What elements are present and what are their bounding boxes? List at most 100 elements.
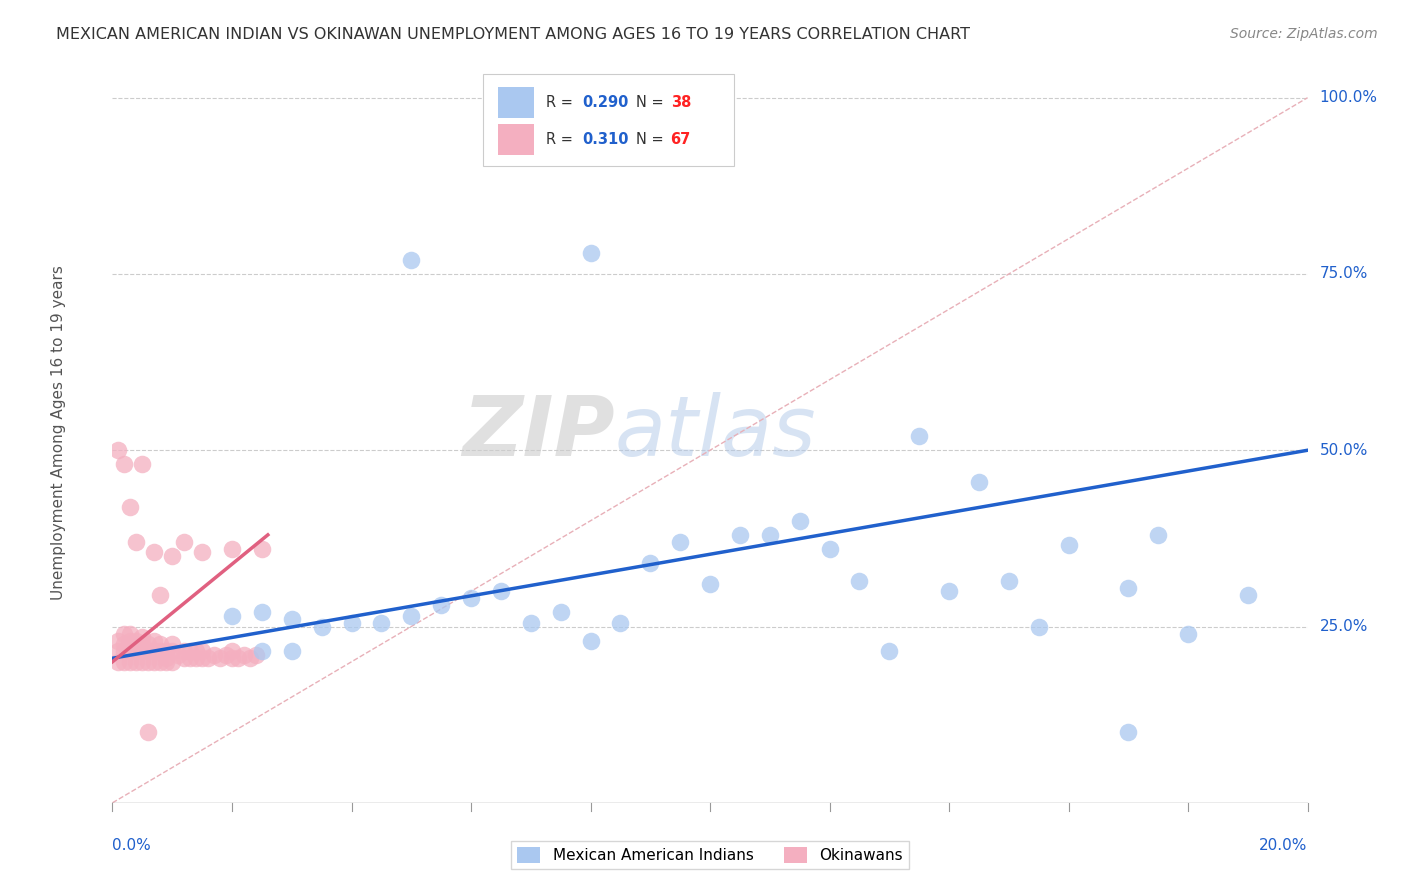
Legend: Mexican American Indians, Okinawans: Mexican American Indians, Okinawans	[512, 841, 908, 869]
Point	[550, 606, 572, 620]
Point	[125, 535, 148, 549]
Point	[179, 644, 201, 658]
Point	[155, 644, 177, 658]
Point	[138, 637, 160, 651]
Point	[311, 619, 333, 633]
Text: Source: ZipAtlas.com: Source: ZipAtlas.com	[1230, 27, 1378, 41]
Point	[967, 475, 990, 489]
Point	[114, 458, 135, 472]
Point	[221, 609, 243, 624]
Point	[221, 541, 243, 556]
Point	[107, 644, 129, 658]
Point	[239, 651, 262, 665]
Point	[186, 651, 208, 665]
Point	[430, 599, 453, 613]
Text: 100.0%: 100.0%	[1320, 90, 1378, 105]
Point	[401, 609, 423, 624]
Point	[131, 637, 153, 651]
Point	[131, 644, 153, 658]
Text: R =: R =	[547, 132, 578, 147]
Point	[197, 651, 219, 665]
Point	[114, 655, 135, 669]
Point	[143, 644, 166, 658]
Point	[125, 640, 148, 655]
Text: ZIP: ZIP	[461, 392, 614, 473]
Point	[879, 644, 901, 658]
Point	[489, 584, 512, 599]
Point	[155, 651, 177, 665]
Point	[1118, 581, 1140, 595]
Point	[250, 644, 273, 658]
Point	[149, 655, 172, 669]
Point	[340, 615, 363, 630]
Point	[155, 655, 177, 669]
Point	[143, 655, 166, 669]
Point	[579, 633, 602, 648]
Text: 50.0%: 50.0%	[1320, 442, 1368, 458]
Point	[114, 626, 135, 640]
Text: atlas: atlas	[614, 392, 815, 473]
Point	[226, 651, 249, 665]
Point	[1118, 725, 1140, 739]
Point	[138, 644, 160, 658]
Point	[191, 545, 214, 559]
Point	[1057, 538, 1080, 552]
Point	[1177, 626, 1199, 640]
Point	[107, 655, 129, 669]
Point	[245, 648, 267, 662]
Point	[789, 514, 811, 528]
Point	[120, 644, 142, 658]
Point	[173, 535, 195, 549]
Text: 38: 38	[671, 95, 690, 110]
Point	[167, 648, 190, 662]
Point	[191, 644, 214, 658]
Point	[818, 541, 841, 556]
Point	[202, 648, 225, 662]
Point	[125, 644, 148, 658]
Point	[162, 655, 183, 669]
Point	[579, 245, 602, 260]
Point	[149, 637, 172, 651]
Point	[162, 644, 183, 658]
Point	[162, 549, 183, 563]
Point	[162, 637, 183, 651]
Point	[938, 584, 960, 599]
Point	[138, 725, 160, 739]
Point	[114, 637, 135, 651]
Point	[221, 651, 243, 665]
Text: Unemployment Among Ages 16 to 19 years: Unemployment Among Ages 16 to 19 years	[51, 265, 66, 600]
Point	[149, 588, 172, 602]
FancyBboxPatch shape	[484, 73, 734, 166]
Point	[370, 615, 392, 630]
Point	[1028, 619, 1050, 633]
Point	[669, 535, 692, 549]
Text: MEXICAN AMERICAN INDIAN VS OKINAWAN UNEMPLOYMENT AMONG AGES 16 TO 19 YEARS CORRE: MEXICAN AMERICAN INDIAN VS OKINAWAN UNEM…	[56, 27, 970, 42]
Point	[640, 556, 662, 570]
Point	[233, 648, 256, 662]
Point	[143, 545, 166, 559]
Point	[609, 615, 631, 630]
Point	[125, 655, 148, 669]
Point	[401, 252, 423, 267]
Point	[250, 606, 273, 620]
Text: 0.310: 0.310	[582, 132, 628, 147]
Point	[908, 429, 931, 443]
Point	[215, 648, 238, 662]
Text: 20.0%: 20.0%	[1260, 838, 1308, 853]
Point	[138, 655, 160, 669]
Point	[699, 577, 721, 591]
Point	[131, 655, 153, 669]
Point	[173, 651, 195, 665]
Text: N =: N =	[636, 95, 668, 110]
Point	[107, 633, 129, 648]
FancyBboxPatch shape	[499, 87, 534, 118]
Point	[125, 633, 148, 648]
Point	[114, 644, 135, 658]
Text: 67: 67	[671, 132, 690, 147]
Point	[173, 644, 195, 658]
Point	[209, 651, 232, 665]
Point	[848, 574, 870, 588]
Point	[120, 626, 142, 640]
Point	[250, 541, 273, 556]
Point	[281, 644, 304, 658]
